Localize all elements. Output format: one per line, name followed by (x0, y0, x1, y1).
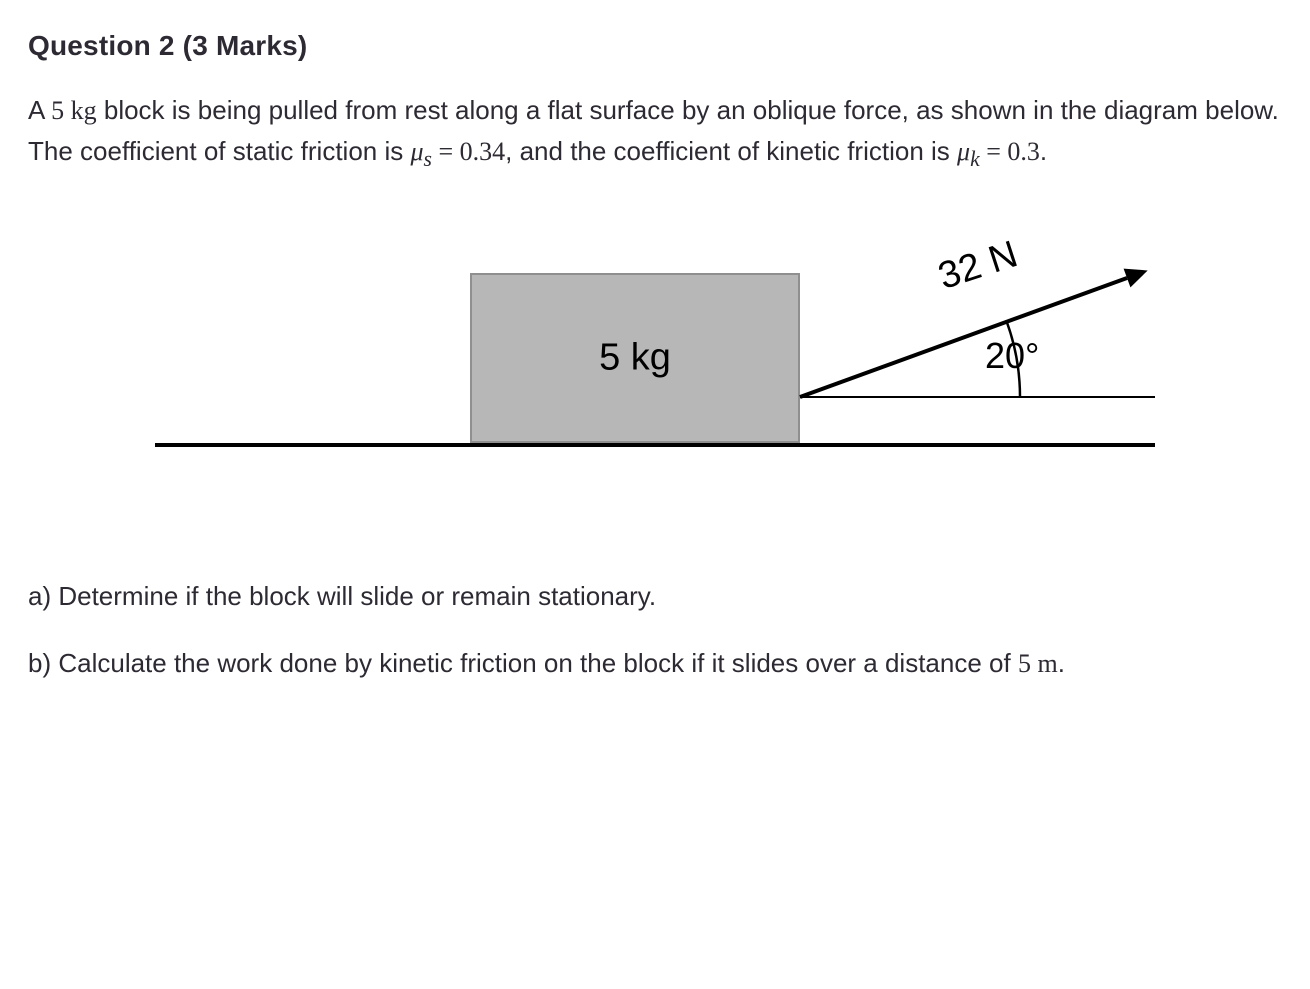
part-b-text2: . (1058, 648, 1065, 678)
mu-s-symbol: μ (410, 137, 423, 166)
q-period: . (1040, 136, 1047, 166)
mass-block: 5 kg (470, 273, 800, 443)
physics-diagram: 5 kg 32 N 20° (155, 217, 1155, 477)
diagram-container: 5 kg 32 N 20° (28, 217, 1282, 477)
part-b: b) Calculate the work done by kinetic fr… (28, 644, 1282, 683)
force-magnitude-label: 32 N (933, 233, 1023, 299)
mu-s-value: 0.34 (460, 137, 506, 166)
question-title: Question 2 (3 Marks) (28, 30, 1282, 62)
mu-k-sub: k (970, 147, 980, 171)
ground-line (155, 443, 1155, 447)
part-b-distance: 5 m (1018, 649, 1058, 678)
mu-k-value: 0.3 (1007, 137, 1040, 166)
part-a: a) Determine if the block will slide or … (28, 577, 1282, 616)
block-mass-label: 5 kg (599, 337, 671, 380)
q-mass: 5 kg (51, 96, 97, 125)
eq2: = (980, 137, 1008, 166)
mu-k-symbol: μ (957, 137, 970, 166)
question-text: A 5 kg block is being pulled from rest a… (28, 90, 1282, 177)
mu-s-sub: s (424, 147, 432, 171)
q-text-3: , and the coefficient of kinetic frictio… (505, 136, 957, 166)
force-angle-label: 20° (985, 335, 1039, 377)
q-text-1: A (28, 95, 51, 125)
part-b-text1: b) Calculate the work done by kinetic fr… (28, 648, 1018, 678)
eq1: = (432, 137, 460, 166)
